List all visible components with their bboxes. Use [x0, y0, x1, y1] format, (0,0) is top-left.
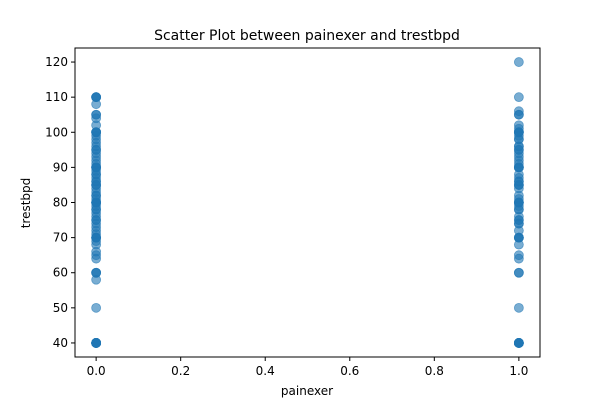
data-point: [513, 267, 524, 278]
data-point: [513, 120, 524, 131]
data-point: [91, 92, 102, 103]
y-tick-label: 40: [53, 336, 68, 350]
y-tick-label: 90: [53, 160, 68, 174]
data-point: [513, 141, 524, 152]
data-point: [513, 57, 524, 67]
y-tick-label: 110: [45, 90, 68, 104]
data-point: [513, 338, 524, 348]
x-tick-label: 0.6: [340, 364, 359, 378]
data-point: [91, 338, 102, 348]
x-axis-ticks: 0.0 0.2 0.4 0.6 0.8 1.0: [87, 357, 528, 378]
y-tick-label: 120: [45, 55, 68, 69]
x-tick-label: 1.0: [509, 364, 528, 378]
data-point: [513, 176, 524, 187]
x-axis-label: painexer: [281, 384, 333, 398]
y-tick-label: 50: [53, 301, 68, 315]
x-tick-label: 0.8: [425, 364, 444, 378]
data-point: [91, 267, 102, 278]
y-tick-label: 80: [53, 196, 68, 210]
x-tick-label: 0.0: [87, 364, 106, 378]
data-point: [513, 92, 524, 103]
data-points: [91, 57, 524, 348]
y-tick-label: 100: [45, 125, 68, 139]
y-axis-label: trestbpd: [19, 178, 33, 229]
data-point: [91, 109, 102, 120]
x-tick-label: 0.2: [171, 364, 190, 378]
data-point: [513, 106, 524, 117]
data-point: [91, 302, 102, 313]
y-axis-ticks: 40 50 60 70 80 90 100 110 120: [45, 55, 75, 350]
plot-area-frame: [74, 47, 541, 358]
data-point: [513, 218, 524, 229]
y-tick-label: 70: [53, 231, 68, 245]
y-tick-label: 60: [53, 266, 68, 280]
x-tick-label: 0.4: [256, 364, 275, 378]
data-point: [513, 302, 524, 313]
chart-title: Scatter Plot between painexer and trestb…: [154, 28, 460, 44]
data-point: [513, 250, 524, 261]
